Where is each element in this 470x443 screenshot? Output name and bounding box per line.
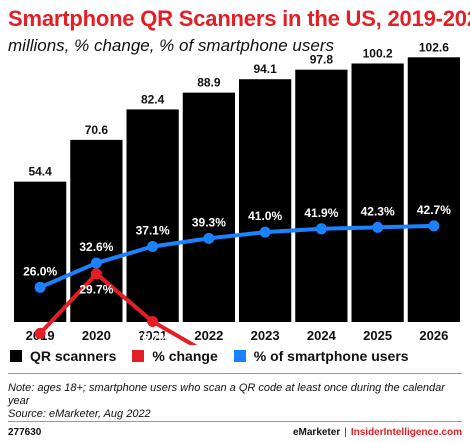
bar-value-label: 54.4 (28, 165, 52, 179)
x-tick-label: 2020 (82, 328, 111, 343)
share-value-label: 37.1% (136, 223, 170, 237)
divider-bottom (8, 421, 462, 422)
chart-legend: QR scanners % change % of smartphone use… (10, 348, 409, 364)
x-tick-label: 2026 (419, 328, 448, 343)
x-tick-label: 2024 (307, 328, 337, 343)
bar-value-label: 97.8 (310, 53, 334, 67)
x-tick-label: 2023 (251, 328, 280, 343)
series-percent-change-line (38, 271, 198, 345)
legend-swatch-percent-smartphone-users (233, 350, 246, 362)
x-tick-label: 2025 (363, 328, 392, 343)
series-percent-smartphone-users-point (203, 232, 215, 244)
series-percent-smartphone-users-point (315, 223, 327, 235)
series-percent-change-point (147, 316, 159, 328)
legend-item-percent-change: % change (132, 348, 218, 364)
bar-qr-scanners (14, 181, 67, 322)
legend-label-percent-smartphone-users: % of smartphone users (253, 348, 409, 364)
bar-value-label: 88.9 (197, 76, 221, 90)
change-value-label: 13.5% (23, 342, 57, 345)
series-percent-change-point (90, 268, 102, 280)
bar-value-label: 82.4 (141, 92, 165, 106)
share-value-label: 41.0% (248, 209, 282, 223)
share-value-label: 39.3% (192, 215, 226, 229)
series-percent-smartphone-users-point (259, 226, 271, 238)
share-value-label: 32.6% (79, 240, 113, 254)
chart-subtitle: millions, % change, % of smartphone user… (8, 36, 334, 55)
series-percent-smartphone-users-point (372, 221, 384, 233)
share-value-label: 26.0% (23, 264, 57, 278)
source-text: Source: eMarketer, Aug 2022 (8, 408, 151, 420)
bar-qr-scanners (295, 69, 348, 323)
change-value-label: 16.7% (136, 331, 170, 345)
legend-label-percent-change: % change (152, 348, 218, 364)
series-percent-smartphone-users-point (428, 220, 440, 232)
series-percent-smartphone-users-point (90, 257, 102, 269)
legend-label-qr-scanners: QR scanners (30, 348, 117, 364)
bar-qr-scanners (126, 109, 179, 323)
bar-qr-scanners (182, 92, 235, 322)
note-text: Note: ages 18+; smartphone users who sca… (8, 382, 445, 407)
chart-id: 277630 (8, 427, 42, 438)
legend-swatch-qr-scanners (10, 350, 22, 362)
series-percent-smartphone-users-point (34, 281, 46, 293)
bar-qr-scanners (351, 63, 404, 322)
x-tick-label: 2021 (138, 328, 167, 343)
legend-swatch-percent-change (132, 350, 145, 362)
series-percent-smartphone-users-line (38, 223, 436, 290)
chart-title: Smartphone QR Scanners in the US, 2019-2… (8, 6, 470, 31)
series-percent-change-point (34, 327, 46, 339)
chart-area: 54.470.682.488.994.197.8100.2102.6201920… (14, 40, 460, 345)
share-value-label: 42.7% (417, 203, 451, 217)
chart-notes: Note: ages 18+; smartphone users who sca… (8, 382, 462, 421)
bar-value-label: 94.1 (253, 62, 277, 76)
brand-separator: | (344, 427, 347, 438)
brand-emarketer: eMarketer (292, 427, 341, 438)
bar-value-label: 102.6 (419, 40, 449, 54)
bar-value-label: 70.6 (85, 123, 109, 137)
brand-footer: eMarketer | InsiderIntelligence.com (293, 427, 462, 438)
bar-value-label: 100.2 (363, 46, 393, 60)
legend-item-qr-scanners: QR scanners (10, 348, 116, 364)
share-value-label: 41.9% (304, 206, 338, 220)
legend-item-percent-smartphone-users: % of smartphone users (233, 348, 409, 364)
change-value-label: 29.7% (79, 283, 113, 297)
share-value-label: 42.3% (361, 204, 395, 218)
bar-qr-scanners (239, 79, 292, 322)
divider-top (8, 373, 462, 374)
x-tick-label: 2022 (194, 328, 223, 343)
series-percent-smartphone-users-point (147, 240, 159, 252)
bar-qr-scanners (407, 57, 460, 323)
brand-insider-intelligence: InsiderIntelligence.com (350, 427, 462, 438)
